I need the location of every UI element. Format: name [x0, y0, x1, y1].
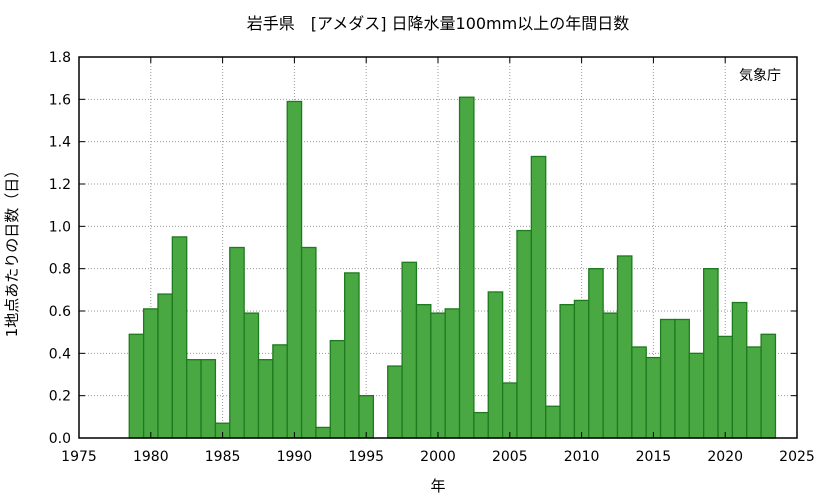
bar-2002 [458, 96, 475, 439]
x-tick-label: 2015 [636, 449, 672, 465]
bars [128, 96, 777, 439]
bar-1991 [300, 246, 317, 439]
x-tick-label: 1990 [277, 449, 313, 465]
bar-2014 [631, 346, 647, 439]
bar-2016 [659, 318, 676, 439]
bar-1989 [272, 344, 288, 439]
bar-2013 [616, 255, 633, 439]
bar-1987 [243, 312, 260, 439]
bar-1990 [286, 100, 303, 439]
bar-1979 [128, 333, 145, 439]
bar-2005 [501, 382, 518, 439]
bar-1986 [229, 246, 245, 439]
bar-1981 [157, 293, 173, 439]
bar-2008 [545, 405, 561, 439]
bar-2019 [703, 268, 719, 439]
bar-1998 [401, 261, 418, 439]
y-tick-label: 1.6 [49, 92, 71, 108]
y-axis-ticks: 0.0 0.2 0.4 0.6 0.8 1.0 1.2 1.4 1.6 1.8 [49, 50, 797, 447]
x-axis-label: 年 [430, 477, 445, 495]
bar-2004 [487, 291, 504, 439]
bar-2020 [717, 335, 734, 439]
x-tick-label: 1985 [205, 449, 241, 465]
bar-2012 [602, 312, 619, 439]
y-axis-label: 1地点あたりの日数（日） [3, 163, 21, 338]
y-tick-label: 0.6 [49, 304, 71, 320]
x-tick-label: 2005 [492, 449, 528, 465]
bar-1992 [315, 426, 331, 439]
bar-2021 [731, 301, 748, 439]
bar-1993 [329, 339, 346, 439]
bar-2000 [430, 312, 446, 439]
bar-1997 [387, 365, 403, 439]
credit-label: 気象庁 [739, 68, 781, 84]
x-tick-label: 2020 [707, 449, 743, 465]
x-tick-label: 1975 [61, 449, 97, 465]
bar-2007 [530, 155, 547, 439]
bar-2003 [473, 411, 489, 439]
bar-1995 [358, 395, 375, 439]
y-tick-label: 1.8 [49, 50, 71, 66]
bar-2022 [746, 346, 762, 439]
x-tick-label: 2010 [564, 449, 600, 465]
bar-2006 [516, 229, 532, 439]
y-tick-label: 0.4 [49, 346, 71, 362]
bar-1983 [186, 359, 202, 439]
bar-2017 [674, 318, 690, 439]
y-tick-label: 1.4 [49, 135, 71, 151]
y-tick-label: 1.2 [49, 177, 71, 193]
bar-1999 [415, 303, 432, 439]
x-tick-label: 2025 [779, 449, 815, 465]
x-tick-label: 1995 [348, 449, 384, 465]
bar-1988 [257, 359, 274, 439]
bar-1994 [344, 272, 360, 439]
x-tick-label: 1980 [133, 449, 169, 465]
y-tick-label: 0.8 [49, 262, 71, 278]
bar-2001 [444, 308, 461, 439]
bar-1984 [200, 359, 217, 439]
y-tick-label: 0.0 [49, 431, 71, 447]
y-tick-label: 1.0 [49, 219, 71, 235]
x-tick-label: 2000 [420, 449, 456, 465]
bar-1982 [171, 236, 188, 439]
bar-1980 [142, 308, 159, 439]
bar-2023 [760, 333, 777, 439]
x-axis-ticks: 1975 1980 1985 1990 1995 2000 2005 2010 2015 2020… [61, 57, 815, 465]
chart-title: 岩手県 [アメダス] 日降水量100mm以上の年間日数 [247, 14, 629, 33]
bar-2010 [573, 299, 590, 439]
bar-2015 [645, 356, 662, 439]
bar-2009 [559, 303, 576, 439]
bar-2011 [588, 268, 604, 439]
bar-2018 [688, 352, 705, 439]
y-tick-label: 0.2 [49, 389, 71, 405]
